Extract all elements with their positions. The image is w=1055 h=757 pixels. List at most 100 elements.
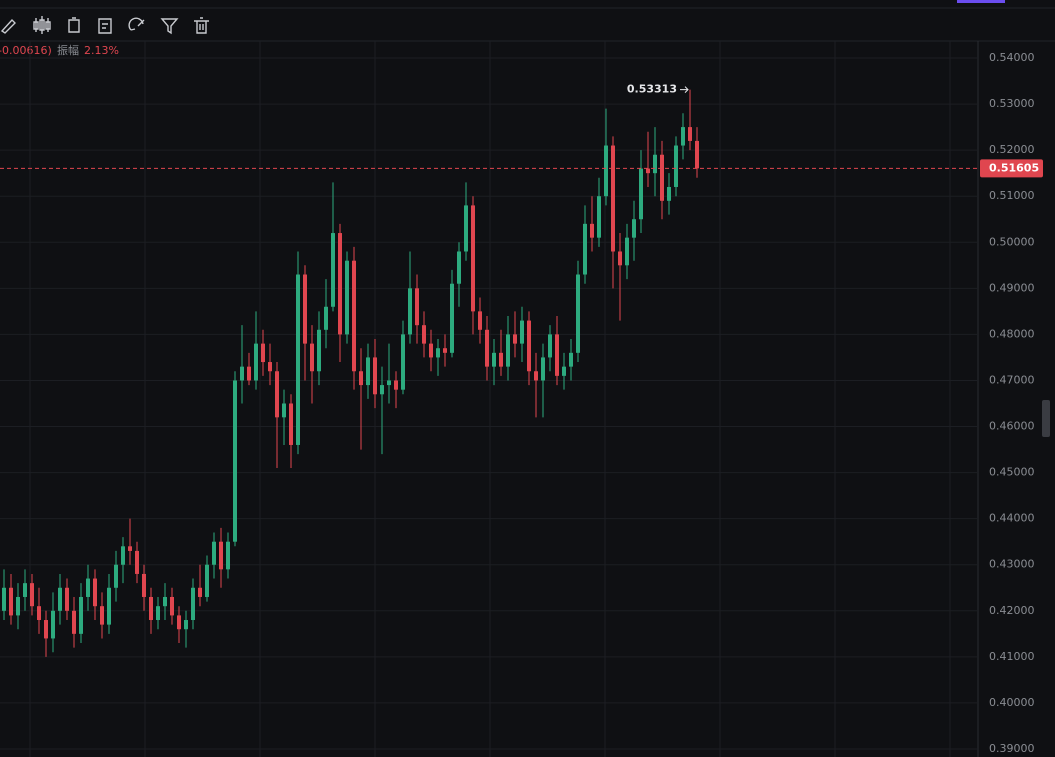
draw-tool[interactable] xyxy=(0,18,16,34)
candle-body xyxy=(667,186,671,201)
candle-body xyxy=(394,380,398,390)
candle-body xyxy=(9,587,13,616)
y-tick-label: 0.53000 xyxy=(989,97,1035,110)
y-tick-label: 0.49000 xyxy=(989,281,1035,294)
candle-body xyxy=(233,380,237,542)
scroll-handle[interactable] xyxy=(1042,400,1050,437)
candle-body xyxy=(226,541,230,570)
candle-body xyxy=(576,274,580,353)
candle-body xyxy=(86,578,90,597)
candle-body xyxy=(429,343,433,358)
candle-body xyxy=(37,606,41,621)
y-tick-label: 0.54000 xyxy=(989,51,1035,64)
candle-body xyxy=(261,343,265,363)
y-tick-label: 0.42000 xyxy=(989,604,1035,617)
indicator-tool[interactable] xyxy=(33,16,51,34)
price-change: -0.00616) xyxy=(0,44,52,57)
candle-body xyxy=(534,371,538,381)
lock-tool[interactable] xyxy=(68,17,80,33)
candle-body xyxy=(247,366,251,381)
y-tick-label: 0.46000 xyxy=(989,420,1035,433)
amplitude-value: 2.13% xyxy=(84,44,119,57)
top-tab xyxy=(957,0,1005,3)
candle-body xyxy=(471,205,475,312)
y-tick-label: 0.50000 xyxy=(989,235,1035,248)
candle-body xyxy=(107,587,111,625)
candle-body xyxy=(23,583,27,597)
candle-body xyxy=(366,357,370,386)
candle-body xyxy=(114,564,118,588)
last-price-label: 0.51605 xyxy=(989,161,1039,174)
candle-body xyxy=(527,320,531,372)
candle-body xyxy=(464,205,468,252)
candle-body xyxy=(380,385,384,395)
y-tick-label: 0.48000 xyxy=(989,327,1035,340)
candle-body xyxy=(450,283,454,353)
candle-body xyxy=(345,260,349,335)
y-tick-label: 0.47000 xyxy=(989,373,1035,386)
candle-body xyxy=(219,541,223,570)
candle-body xyxy=(149,596,153,621)
candle-body xyxy=(681,127,685,146)
candle-body xyxy=(170,596,174,616)
candle-body xyxy=(688,127,692,141)
candle-body xyxy=(352,260,356,372)
delete-tool[interactable] xyxy=(194,17,209,34)
candle-body xyxy=(156,606,160,621)
candle-body xyxy=(44,620,48,639)
candle-body xyxy=(275,371,279,418)
candle-body xyxy=(387,380,391,386)
candle-body xyxy=(254,343,258,381)
candle-body xyxy=(338,233,342,335)
candle-body xyxy=(72,610,76,634)
candle-body xyxy=(2,587,6,611)
candle-body xyxy=(443,348,447,353)
candle-body xyxy=(184,620,188,630)
candle-body xyxy=(303,274,307,344)
toolbar xyxy=(0,16,209,35)
candle-body xyxy=(548,334,552,358)
filter-tool[interactable] xyxy=(160,18,179,35)
y-tick-label: 0.44000 xyxy=(989,512,1035,525)
candle-body xyxy=(100,606,104,625)
candle-body xyxy=(317,329,321,372)
vertical-grid xyxy=(29,41,951,757)
candle-body xyxy=(611,145,615,252)
candle-body xyxy=(660,154,664,201)
candle-body xyxy=(604,145,608,197)
candle-body xyxy=(408,288,412,335)
candle-body xyxy=(436,348,440,358)
candle-body xyxy=(191,587,195,621)
candle-body xyxy=(492,352,496,367)
candle-body xyxy=(415,288,419,326)
candle-body xyxy=(618,251,622,266)
candle-body xyxy=(674,145,678,187)
candle-body xyxy=(485,329,489,367)
candle-body xyxy=(205,564,209,597)
candle-body xyxy=(359,371,363,386)
candle-body xyxy=(506,334,510,367)
candle-body xyxy=(30,583,34,607)
candle-body xyxy=(79,596,83,634)
y-tick-label: 0.41000 xyxy=(989,650,1035,663)
candle-body xyxy=(310,343,314,372)
candle-body xyxy=(646,168,650,174)
candle-body xyxy=(16,596,20,616)
note-tool[interactable] xyxy=(98,18,112,34)
candle-body xyxy=(401,334,405,390)
candle-body xyxy=(373,357,377,395)
candle-body xyxy=(135,550,139,574)
candle-body xyxy=(632,219,636,238)
candle-body xyxy=(457,251,461,284)
candle-body xyxy=(282,403,286,418)
candle-body xyxy=(163,596,167,607)
candle-body xyxy=(562,366,566,376)
candle-body xyxy=(478,311,482,330)
candle-body xyxy=(695,140,699,169)
magnet-tool[interactable] xyxy=(128,17,145,31)
candle-body xyxy=(520,320,524,344)
candle-body xyxy=(555,334,559,376)
